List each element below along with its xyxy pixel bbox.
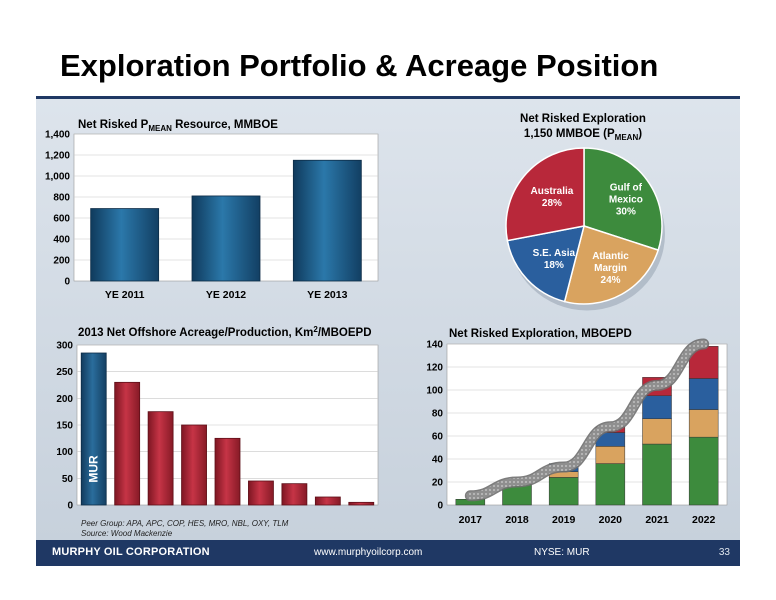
exploration-pie-chart: Net Risked Exploration 1,150 MMBOE (PMEA… (505, 113, 665, 311)
exploration-chart-title: Net Risked Exploration, MBOEPD (449, 328, 632, 340)
exploration-y-tick: 60 (432, 432, 444, 443)
pie-slice-label: Gulf of (610, 182, 643, 193)
resource-y-tick: 200 (53, 256, 70, 267)
exploration-bar-segment (688, 409, 719, 438)
exploration-bar-segment (642, 418, 672, 445)
pie-slice-label: 28% (542, 198, 562, 209)
resource-bar (292, 159, 362, 282)
exploration-x-label: 2017 (459, 514, 483, 526)
title-rule (36, 96, 740, 99)
acreage-y-tick: 150 (56, 421, 73, 432)
resource-y-tick: 600 (53, 214, 70, 225)
exploration-x-label: 2019 (552, 514, 576, 526)
pie-slice-label: Australia (531, 186, 574, 197)
pie-title-line2: 1,150 MMBOE (PMEAN) (524, 128, 642, 142)
exploration-y-tick: 0 (437, 501, 443, 512)
pie-title-line1: Net Risked Exploration (520, 113, 646, 125)
exploration-bar-segment (688, 436, 719, 506)
exploration-y-tick: 20 (432, 478, 444, 489)
acreage-bar-peer (114, 381, 141, 506)
exploration-bar-segment (595, 446, 626, 464)
source-note: Source: Wood Mackenzie (81, 529, 173, 538)
exploration-bar-segment (548, 477, 579, 506)
acreage-bar-peer (147, 411, 174, 506)
pie-slice-label: Atlantic (592, 251, 629, 262)
acreage-bar-peer (214, 437, 241, 506)
mur-bar-label: MUR (87, 455, 101, 483)
acreage-bar-peer (314, 496, 341, 506)
pie-slice-label: Mexico (609, 194, 643, 205)
exploration-bar-segment (595, 463, 626, 506)
pie-slice (505, 147, 585, 242)
pie-slice-label: 24% (601, 275, 621, 286)
resource-x-label: YE 2013 (307, 289, 347, 301)
exploration-x-label: 2021 (645, 514, 669, 526)
resource-x-label: YE 2012 (206, 289, 246, 301)
exploration-x-label: 2020 (599, 514, 623, 526)
footer-ticker: NYSE: MUR (534, 547, 590, 558)
acreage-y-tick: 50 (62, 474, 74, 485)
pie-slice-label: 30% (616, 206, 636, 217)
resource-bar (191, 195, 261, 282)
acreage-y-tick: 250 (56, 367, 73, 378)
acreage-bar-chart: 2013 Net Offshore Acreage/Production, Km… (56, 325, 379, 538)
resource-y-tick: 1,200 (45, 151, 70, 162)
exploration-y-tick: 120 (426, 363, 443, 374)
resource-y-tick: 400 (53, 235, 70, 246)
exploration-x-label: 2022 (692, 514, 716, 526)
acreage-y-tick: 100 (56, 447, 73, 458)
resource-x-label: YE 2011 (105, 289, 145, 301)
acreage-bar-mur (80, 352, 107, 506)
resource-bar (90, 208, 160, 282)
pie-slice-label: 18% (544, 260, 564, 271)
footer-bar: MURPHY OIL CORPORATION www.murphyoilcorp… (36, 540, 740, 566)
exploration-y-tick: 80 (432, 409, 444, 420)
pie-slice-label: Margin (594, 263, 627, 274)
exploration-stacked-chart: Net Risked Exploration, MBOEPD 0 20 40 60 80… (426, 328, 728, 526)
exploration-y-tick: 140 (426, 340, 443, 351)
exploration-plot-area (446, 343, 728, 506)
resource-bar-chart: Net Risked PMEAN Resource, MMBOE 0 200 400… (45, 119, 379, 301)
acreage-y-tick: 0 (67, 501, 73, 512)
resource-y-tick: 0 (64, 277, 70, 288)
pie-slice (506, 225, 586, 303)
page-number: 33 (718, 547, 730, 558)
pie-slice (583, 147, 663, 252)
slide-title: Exploration Portfolio & Acreage Position (60, 48, 659, 83)
trend-band (466, 340, 708, 500)
pie-slice (563, 225, 660, 305)
acreage-y-tick: 300 (56, 341, 73, 352)
exploration-y-tick: 40 (432, 455, 444, 466)
footer-url[interactable]: www.murphyoilcorp.com (314, 547, 423, 558)
exploration-bar-segment (688, 378, 719, 410)
exploration-x-label: 2018 (505, 514, 529, 526)
resource-y-tick: 1,000 (45, 172, 70, 183)
resource-chart-title: Net Risked PMEAN Resource, MMBOE (78, 119, 278, 133)
resource-y-tick: 1,400 (45, 130, 70, 141)
resource-y-tick: 800 (53, 193, 70, 204)
acreage-y-tick: 200 (56, 394, 73, 405)
exploration-bar-segment (642, 395, 672, 419)
acreage-bar-peer (181, 424, 207, 506)
acreage-bar-peer (281, 483, 308, 506)
peer-group-note: Peer Group: APA, APC, COP, HES, MRO, NBL… (81, 519, 289, 528)
footer-company: MURPHY OIL CORPORATION (52, 546, 210, 558)
acreage-chart-title: 2013 Net Offshore Acreage/Production, Km… (78, 325, 372, 339)
acreage-bar-peer (248, 480, 274, 506)
exploration-bar-segment (642, 443, 672, 506)
pie-slice-label: S.E. Asia (533, 248, 576, 259)
exploration-y-tick: 100 (426, 386, 443, 397)
acreage-bar-peer (348, 501, 375, 506)
